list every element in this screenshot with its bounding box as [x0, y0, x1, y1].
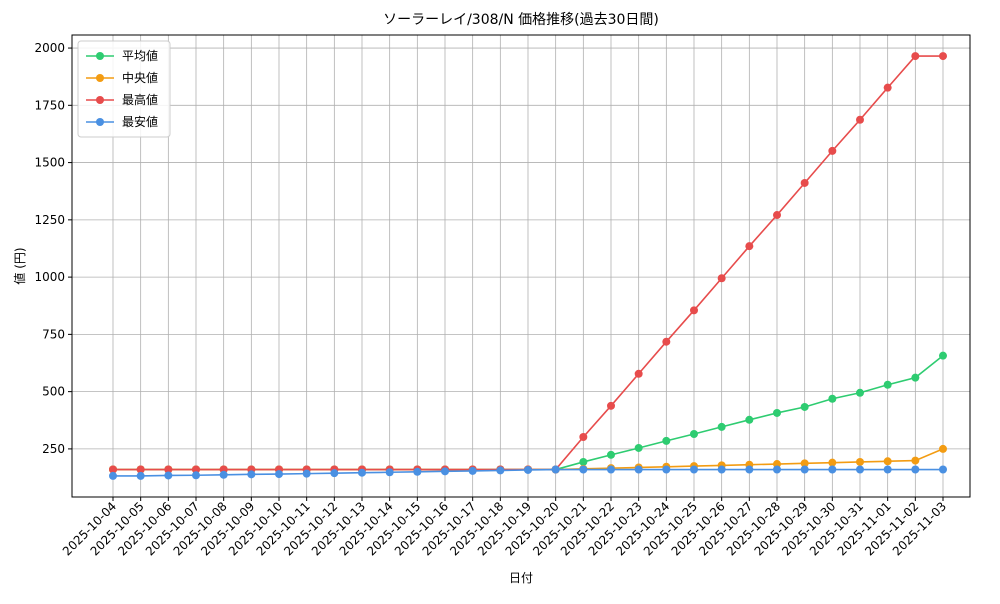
data-point [441, 467, 449, 476]
legend-box [77, 40, 171, 138]
data-point [828, 394, 837, 403]
data-point [136, 465, 145, 474]
data-point [856, 115, 864, 124]
data-point [911, 52, 920, 61]
plot-frame [71, 34, 971, 498]
chart-title: ソーラーレイ/308/N 価格推移(過去30日間) [383, 12, 659, 28]
data-point [773, 408, 781, 417]
data-point [856, 388, 864, 397]
data-point [717, 274, 726, 283]
legend-marker [96, 74, 104, 82]
data-point [109, 471, 117, 480]
data-point [883, 457, 892, 466]
data-point [662, 337, 671, 346]
data-point [800, 402, 809, 411]
data-point [579, 465, 588, 474]
data-point [662, 465, 671, 474]
y-tick-label: 1000 [34, 270, 65, 284]
data-point [690, 306, 698, 315]
legend-label: 中央値 [122, 70, 158, 85]
data-point [579, 432, 588, 441]
legend-label: 最安値 [122, 114, 158, 129]
data-point [939, 52, 947, 61]
data-point [773, 211, 781, 220]
data-point [800, 459, 809, 468]
data-point [939, 465, 947, 474]
data-point [717, 465, 726, 474]
data-point [413, 467, 422, 476]
data-point [717, 422, 726, 431]
data-point [773, 460, 781, 469]
data-point [109, 465, 117, 474]
data-point [551, 465, 560, 474]
data-point [690, 465, 698, 474]
data-point [883, 83, 892, 92]
data-point [607, 450, 615, 459]
y-tick-label: 1500 [34, 156, 65, 170]
data-point [745, 242, 754, 251]
legend-marker [96, 118, 104, 126]
legend-label: 平均値 [122, 48, 158, 63]
data-point [773, 465, 781, 474]
data-point [136, 471, 145, 480]
data-point [275, 470, 283, 479]
data-point [800, 465, 809, 474]
y-tick-label: 250 [42, 442, 65, 456]
data-point [883, 380, 892, 389]
data-point [385, 468, 394, 477]
data-point [164, 465, 173, 474]
data-point [883, 465, 892, 474]
data-point [192, 465, 200, 474]
legend-marker [96, 52, 104, 60]
y-axis-label: 値 (円) [12, 247, 27, 284]
data-point [828, 146, 837, 155]
data-point [607, 465, 615, 474]
y-tick-label: 2000 [34, 41, 65, 55]
data-point [302, 469, 311, 478]
legend-marker [96, 96, 104, 104]
data-point [192, 471, 200, 480]
data-point [939, 444, 947, 453]
data-point [690, 430, 698, 439]
data-point [607, 401, 615, 410]
data-point [856, 465, 864, 474]
data-point [634, 369, 643, 378]
data-point [247, 470, 256, 479]
data-point [856, 457, 864, 466]
data-point [330, 469, 339, 478]
data-point [911, 373, 920, 382]
data-point [634, 465, 643, 474]
data-point [800, 178, 809, 187]
data-point [524, 465, 532, 474]
data-point [496, 466, 505, 475]
data-point [939, 351, 947, 360]
data-point [662, 436, 671, 445]
legend-label: 最高値 [122, 92, 158, 107]
data-point [579, 457, 588, 466]
data-point [745, 465, 754, 474]
data-point [828, 458, 837, 467]
data-point [911, 456, 920, 465]
x-axis-label: 日付 [509, 571, 533, 585]
y-tick-label: 1250 [34, 213, 65, 227]
data-point [911, 465, 920, 474]
data-point [358, 468, 366, 477]
data-point [219, 470, 228, 479]
data-point [745, 415, 754, 424]
data-point [828, 465, 837, 474]
y-tick-label: 750 [42, 327, 65, 341]
y-tick-label: 500 [42, 385, 65, 399]
data-point [468, 466, 477, 475]
data-point [634, 443, 643, 452]
data-point [164, 471, 173, 480]
y-tick-label: 1750 [34, 98, 65, 112]
